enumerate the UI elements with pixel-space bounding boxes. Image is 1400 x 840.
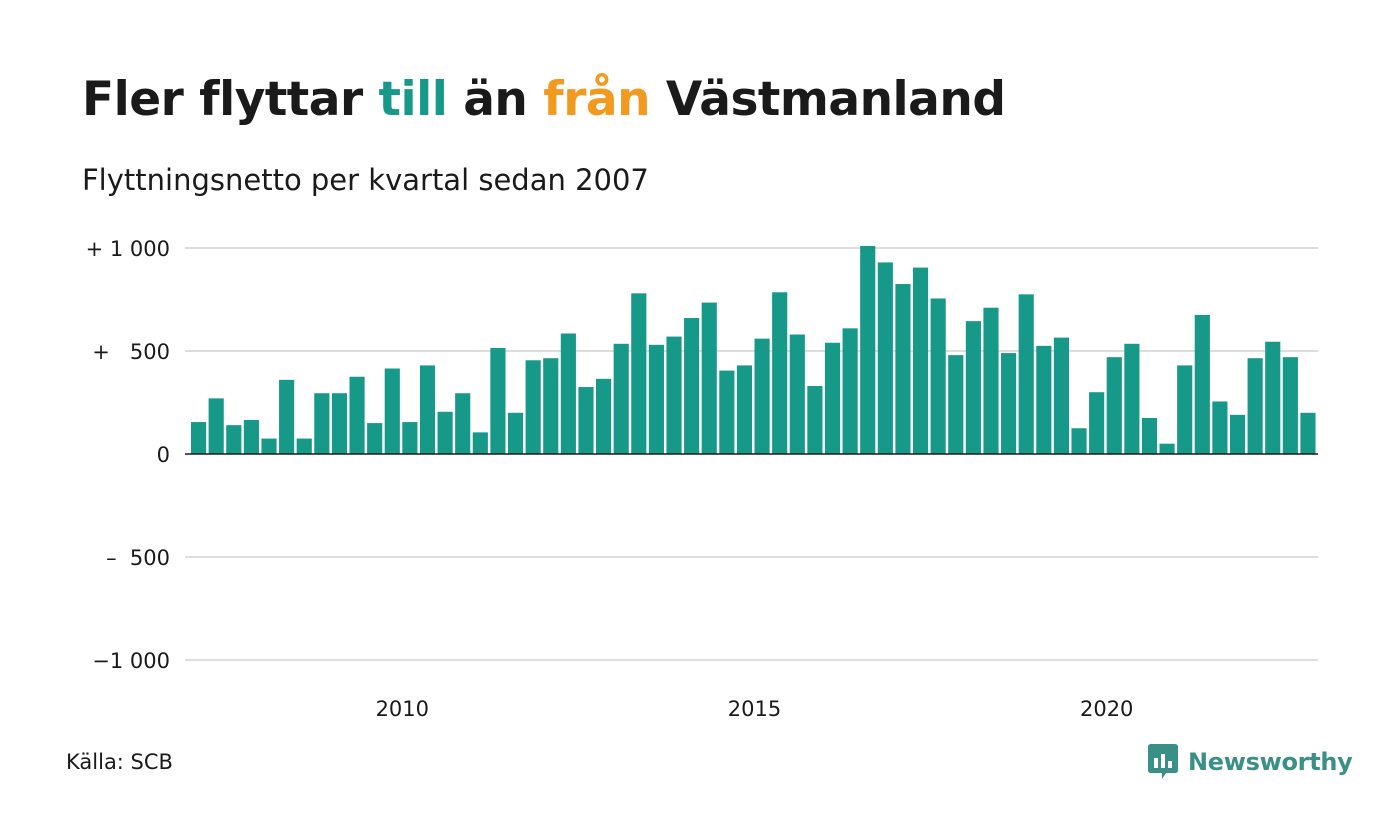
bar [772,292,788,454]
bar [877,262,893,454]
bar [1159,443,1175,454]
bars [191,245,1316,454]
bar [965,321,981,454]
y-tick-label: + 1 000 [86,237,170,261]
bar [860,245,876,454]
bar [736,365,753,454]
bar [226,425,242,454]
bar [666,336,682,454]
newsworthy-logo-icon [1148,744,1178,779]
bar [1141,417,1158,454]
title-part-3: Västmanland [650,72,1006,127]
bar [1018,294,1034,454]
bar [842,328,858,454]
bar [1282,357,1298,454]
title-part-1: Fler flyttar [82,72,379,127]
bar [719,370,735,454]
bar [208,398,224,454]
bar [1177,365,1193,454]
y-tick-label: + 500 [92,340,170,364]
chart-title: Fler flyttar till än från Västmanland [82,72,1006,127]
bar [895,284,911,454]
x-axis-labels: 2010 2015 2020 [376,697,1134,721]
bar [807,386,823,454]
bar [1053,337,1069,454]
x-tick-label: 2020 [1080,697,1133,721]
bar [631,293,647,454]
bar [261,438,277,454]
bar [1124,343,1140,454]
bar [437,411,453,454]
title-highlight-fran: från [543,72,651,127]
bar [578,387,594,454]
bar [1106,357,1122,454]
bar [1212,401,1228,454]
brand-logo: Newsworthy [1148,744,1353,780]
bar [384,368,400,454]
y-tick-label: −1 000 [92,649,170,673]
bar [455,393,471,454]
bar [279,379,295,454]
bar [948,355,964,454]
bar [912,267,929,454]
bar [1300,412,1316,454]
bar [648,344,664,454]
bar [296,438,312,454]
chart-subtitle: Flyttningsnetto per kvartal sedan 2007 [82,163,649,197]
bar [243,420,259,454]
bar [349,376,365,454]
bar [754,338,770,454]
bar [331,393,348,454]
title-highlight-till: till [378,72,448,127]
bar [1265,341,1281,454]
bar [472,432,488,454]
bar [1194,314,1210,454]
bar [543,358,559,454]
bar [789,334,805,454]
bar [367,423,383,454]
source-note: Källa: SCB [66,750,173,774]
bar [402,422,418,454]
x-tick-label: 2010 [376,697,429,721]
y-tick-label: 0 [157,443,170,467]
bar [1229,414,1246,454]
bar [525,360,541,454]
bar [824,342,841,454]
bar [191,422,207,454]
y-tick-label: – 500 [106,546,170,570]
bar [596,378,612,454]
bar [419,365,436,454]
bar [983,307,999,454]
bar [613,343,629,454]
bar [684,318,700,454]
bar [1071,428,1087,454]
y-axis-labels: + 1 000 + 500 0 – 500 −1 000 [86,237,170,673]
bar [314,393,330,454]
gridlines [185,247,1318,661]
bar [1036,345,1052,454]
bar [560,333,576,454]
bar [701,302,717,454]
title-part-2: än [447,72,544,127]
bar [1089,392,1105,454]
bar [930,298,946,454]
bar [507,412,524,454]
bar [490,347,506,454]
bar [1001,353,1017,454]
bar [1247,358,1263,454]
brand-name: Newsworthy [1188,748,1353,776]
x-tick-label: 2015 [728,697,781,721]
